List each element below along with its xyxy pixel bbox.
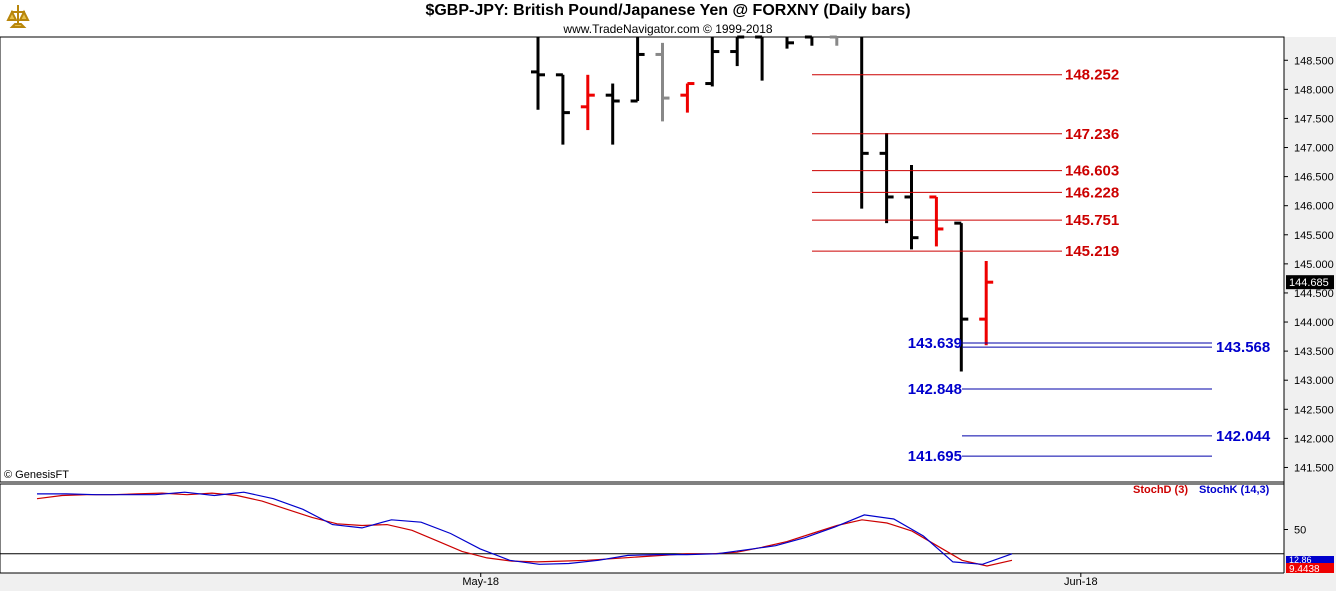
level-label: 146.228	[1065, 184, 1119, 201]
price-tick-label: 145.000	[1294, 259, 1334, 271]
price-tick-label: 147.500	[1294, 113, 1334, 125]
price-bar	[630, 37, 645, 103]
price-bar	[555, 73, 570, 145]
price-bar	[680, 82, 695, 113]
price-bar	[655, 42, 670, 122]
stochk-last-marker	[1286, 556, 1334, 564]
price-bar	[804, 35, 814, 46]
date-label: Jun-18	[1064, 576, 1098, 588]
price-tick-label: 143.500	[1294, 346, 1334, 358]
price-bar	[730, 35, 745, 67]
price-bar	[860, 37, 869, 209]
date-strip	[0, 573, 1336, 591]
price-tick-label: 148.500	[1294, 55, 1334, 67]
last-price-marker	[1286, 275, 1334, 290]
price-bar	[829, 35, 839, 46]
level-label: 141.695	[908, 448, 962, 465]
price-bar	[705, 37, 720, 87]
price-axis: 148.500 148.000 147.500 147.000 146.500 146.0…	[1284, 55, 1334, 474]
date-label: May-18	[462, 576, 499, 588]
stochd-last-marker	[1286, 563, 1334, 573]
trade-navigator-logo-icon	[3, 2, 33, 37]
level-label: 147.236	[1065, 126, 1119, 143]
date-axis: May-18 Jun-18	[462, 573, 1098, 588]
price-tick-label: 146.500	[1294, 172, 1334, 184]
price-bar	[755, 35, 764, 81]
stochd-last-label: 9.4438	[1289, 564, 1320, 575]
copyright-label: © GenesisFT	[4, 469, 69, 481]
price-tick-label: 147.000	[1294, 143, 1334, 155]
price-bar	[929, 195, 944, 247]
panel-frames	[0, 36, 1336, 591]
stochk-last-label: 12.86	[1289, 555, 1312, 565]
price-bar	[979, 260, 994, 346]
price-tick-label: 146.000	[1294, 201, 1334, 213]
price-bar	[785, 37, 794, 49]
fibonacci-levels: 148.252 147.236 146.603 146.228 145.751 145.2…	[812, 67, 1271, 465]
price-bar	[531, 37, 545, 110]
price-tick-label: 141.500	[1294, 462, 1334, 474]
price-tick-label: 142.500	[1294, 404, 1334, 416]
stoch-series-line	[36, 492, 1013, 567]
level-label: 143.568	[1216, 339, 1270, 356]
price-bar	[605, 83, 620, 145]
level-label: 148.252	[1065, 67, 1119, 84]
price-bar	[580, 74, 595, 131]
stoch-panel-frame	[0, 483, 1285, 574]
price-bar	[879, 132, 894, 224]
price-tick-label: 144.500	[1294, 288, 1334, 300]
last-price-label: 144.685	[1289, 277, 1329, 289]
stochastic-panel: 50 StochD (3) StochK (14,3) 12.869.4438	[0, 484, 1334, 575]
level-label: 145.219	[1065, 243, 1119, 260]
axis-strip	[1284, 37, 1336, 591]
price-bar	[904, 164, 919, 250]
level-label: 145.751	[1065, 212, 1119, 229]
level-label: 142.044	[1216, 428, 1271, 445]
level-label: 146.603	[1065, 163, 1119, 180]
level-label: 142.848	[908, 381, 962, 398]
legend-stochd: StochD (3)	[1133, 484, 1188, 496]
price-tick-label: 148.000	[1294, 84, 1334, 96]
price-tick-label: 145.500	[1294, 230, 1334, 242]
stoch-series-line	[37, 491, 1013, 565]
level-label: 143.639	[908, 335, 962, 352]
price-bar	[954, 221, 969, 372]
price-tick-label: 142.000	[1294, 433, 1334, 445]
chart-subtitle: www.TradeNavigator.com © 1999-2018	[563, 22, 773, 36]
chart-title: $GBP-JPY: British Pound/Japanese Yen @ F…	[425, 2, 911, 19]
price-bars	[531, 35, 994, 372]
stoch-tick-label: 50	[1294, 525, 1306, 537]
price-tick-label: 143.000	[1294, 375, 1334, 387]
price-tick-label: 144.000	[1294, 317, 1334, 329]
legend-stochk: StochK (14,3)	[1199, 484, 1270, 496]
